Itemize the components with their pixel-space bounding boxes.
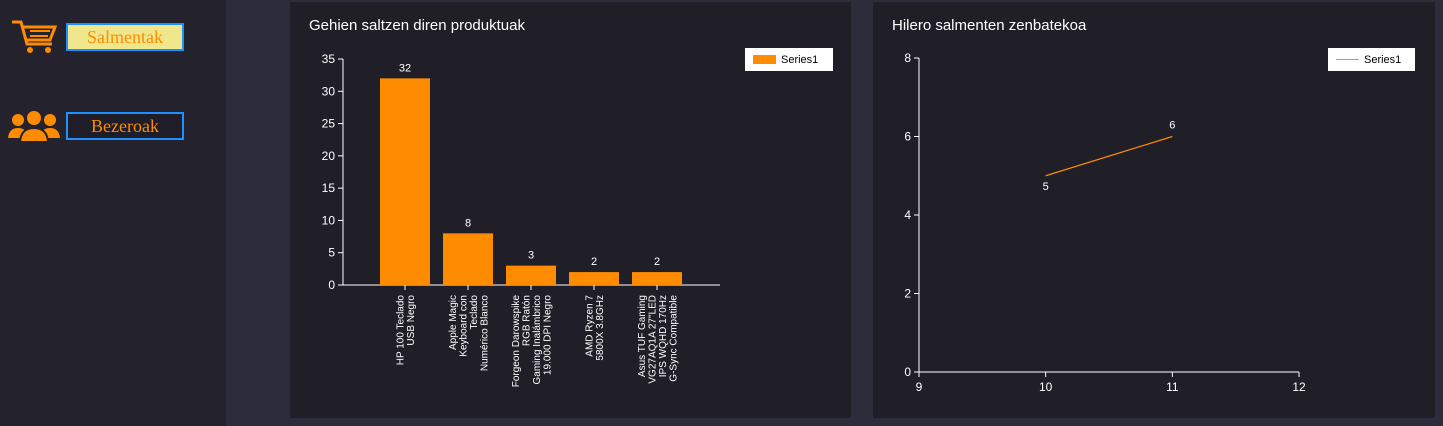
x-tick-label-line: 5800X 3.8GHz [595,295,606,361]
bar [380,78,430,285]
nav-item-bezeroak[interactable]: Bezeroak [6,104,184,148]
bezeroak-button[interactable]: Bezeroak [66,112,184,140]
x-tick-label-line: Keyboard con [458,295,469,357]
x-tick-label-line: AMD Ryzen 7 [584,295,595,357]
bar [506,265,556,285]
line-chart-legend: Series1 [1328,48,1415,71]
x-tick-label: Asus TUF Gaming VG27AQ1A 27"LED IPS WQHD 1… [637,295,680,384]
bar [632,272,682,285]
y-tick-label: 35 [322,52,336,66]
salmentak-button[interactable]: Salmentak [66,23,184,51]
data-label: 2 [654,256,660,268]
x-tick-label-line: Numérico Blanco [479,295,490,372]
x-tick-label: Apple Magic Keyboard con Teclado Numérico B… [448,295,491,372]
nav-item-salmentak[interactable]: Salmentak [6,15,184,59]
legend-swatch [753,55,776,64]
x-tick-label: 11 [1166,380,1179,394]
x-tick-label-line: Apple Magic [448,295,459,350]
x-tick-label: 12 [1292,380,1306,394]
x-tick-label-line: Forgeon Darowspike [511,295,522,388]
data-label: 6 [1169,120,1175,132]
line-chart-title: Hilero salmenten zenbatekoa [892,17,1087,34]
data-label: 2 [591,256,597,268]
y-tick-label: 8 [904,51,911,65]
y-tick-label: 20 [322,149,336,163]
legend-label: Series1 [781,53,819,66]
data-label: 32 [399,62,411,74]
x-tick-label-line: Gaming Inalámbrico [532,295,543,385]
x-tick-label-line: USB Negro [406,295,417,346]
users-group-icon[interactable] [6,104,62,148]
x-tick-label-line: Teclado [469,295,480,330]
legend-label: Series1 [1364,53,1402,66]
x-tick-label-line: 19.000 DPI Negro [542,295,553,375]
y-tick-label: 5 [328,246,335,260]
y-tick-label: 25 [322,117,336,131]
data-label: 3 [528,250,534,262]
x-tick-label-line: Asus TUF Gaming [637,295,648,377]
y-tick-label: 0 [904,365,911,379]
data-label: 8 [465,217,471,229]
shopping-cart-icon[interactable] [6,15,62,59]
bar-chart-legend: Series1 [745,48,833,71]
top-products-chart-panel: Gehien saltzen diren produktuak Series1 … [290,2,851,418]
sidebar: Salmentak Bezeroak [0,0,226,426]
y-tick-label: 4 [904,208,911,222]
series-line [1045,135,1173,177]
y-tick-label: 2 [904,287,911,301]
bar [443,233,493,285]
y-tick-label: 6 [904,130,911,144]
x-tick-label-line: VG27AQ1A 27"LED [647,295,658,384]
y-tick-label: 10 [322,213,336,227]
x-tick-label-line: RGB Ratón [521,295,532,346]
x-tick-label-line: G-Sync Compatible [668,295,679,382]
x-tick-label-line: IPS WQHD 170Hz [658,295,669,377]
monthly-sales-chart-panel: Hilero salmenten zenbatekoa Series1 0 2 4 6… [873,2,1435,418]
x-tick-label: HP 100 Teclado USB Negro [395,295,417,366]
x-tick-label: Forgeon Darowspike RGB Ratón Gaming Inalám… [511,295,554,388]
y-tick-label: 30 [322,84,336,98]
y-tick-label: 15 [322,181,336,195]
x-tick-label-line: HP 100 Teclado [395,295,406,366]
y-tick-label: 0 [328,278,335,292]
x-tick-label: 10 [1039,380,1053,394]
bar [569,272,619,285]
line-chart: 0 2 4 6 8 9 10 11 12 5 6 [904,51,1306,394]
data-label: 5 [1043,181,1049,193]
x-tick-label: AMD Ryzen 7 5800X 3.8GHz [584,295,606,361]
legend-line-mark [1336,59,1359,60]
x-tick-label: 9 [916,380,923,394]
bar-chart-title: Gehien saltzen diren produktuak [309,17,525,34]
